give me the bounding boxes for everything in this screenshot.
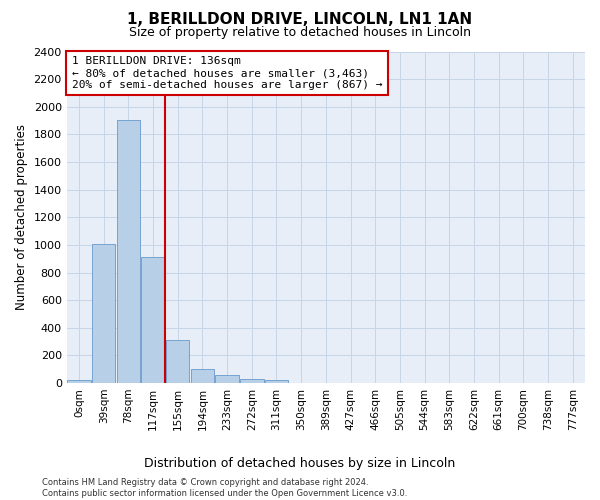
- Bar: [265, 380, 288, 383]
- Bar: [92, 244, 115, 383]
- Bar: [116, 120, 140, 383]
- Text: Size of property relative to detached houses in Lincoln: Size of property relative to detached ho…: [129, 26, 471, 39]
- Bar: [166, 340, 190, 383]
- Bar: [191, 368, 214, 383]
- Y-axis label: Number of detached properties: Number of detached properties: [15, 124, 28, 310]
- Bar: [215, 376, 239, 383]
- Bar: [142, 256, 165, 383]
- Bar: [240, 379, 263, 383]
- Text: 1, BERILLDON DRIVE, LINCOLN, LN1 1AN: 1, BERILLDON DRIVE, LINCOLN, LN1 1AN: [127, 12, 473, 28]
- Bar: [67, 380, 91, 383]
- Text: Contains HM Land Registry data © Crown copyright and database right 2024.
Contai: Contains HM Land Registry data © Crown c…: [42, 478, 407, 498]
- Text: Distribution of detached houses by size in Lincoln: Distribution of detached houses by size …: [145, 458, 455, 470]
- Text: 1 BERILLDON DRIVE: 136sqm
← 80% of detached houses are smaller (3,463)
20% of se: 1 BERILLDON DRIVE: 136sqm ← 80% of detac…: [72, 56, 382, 90]
